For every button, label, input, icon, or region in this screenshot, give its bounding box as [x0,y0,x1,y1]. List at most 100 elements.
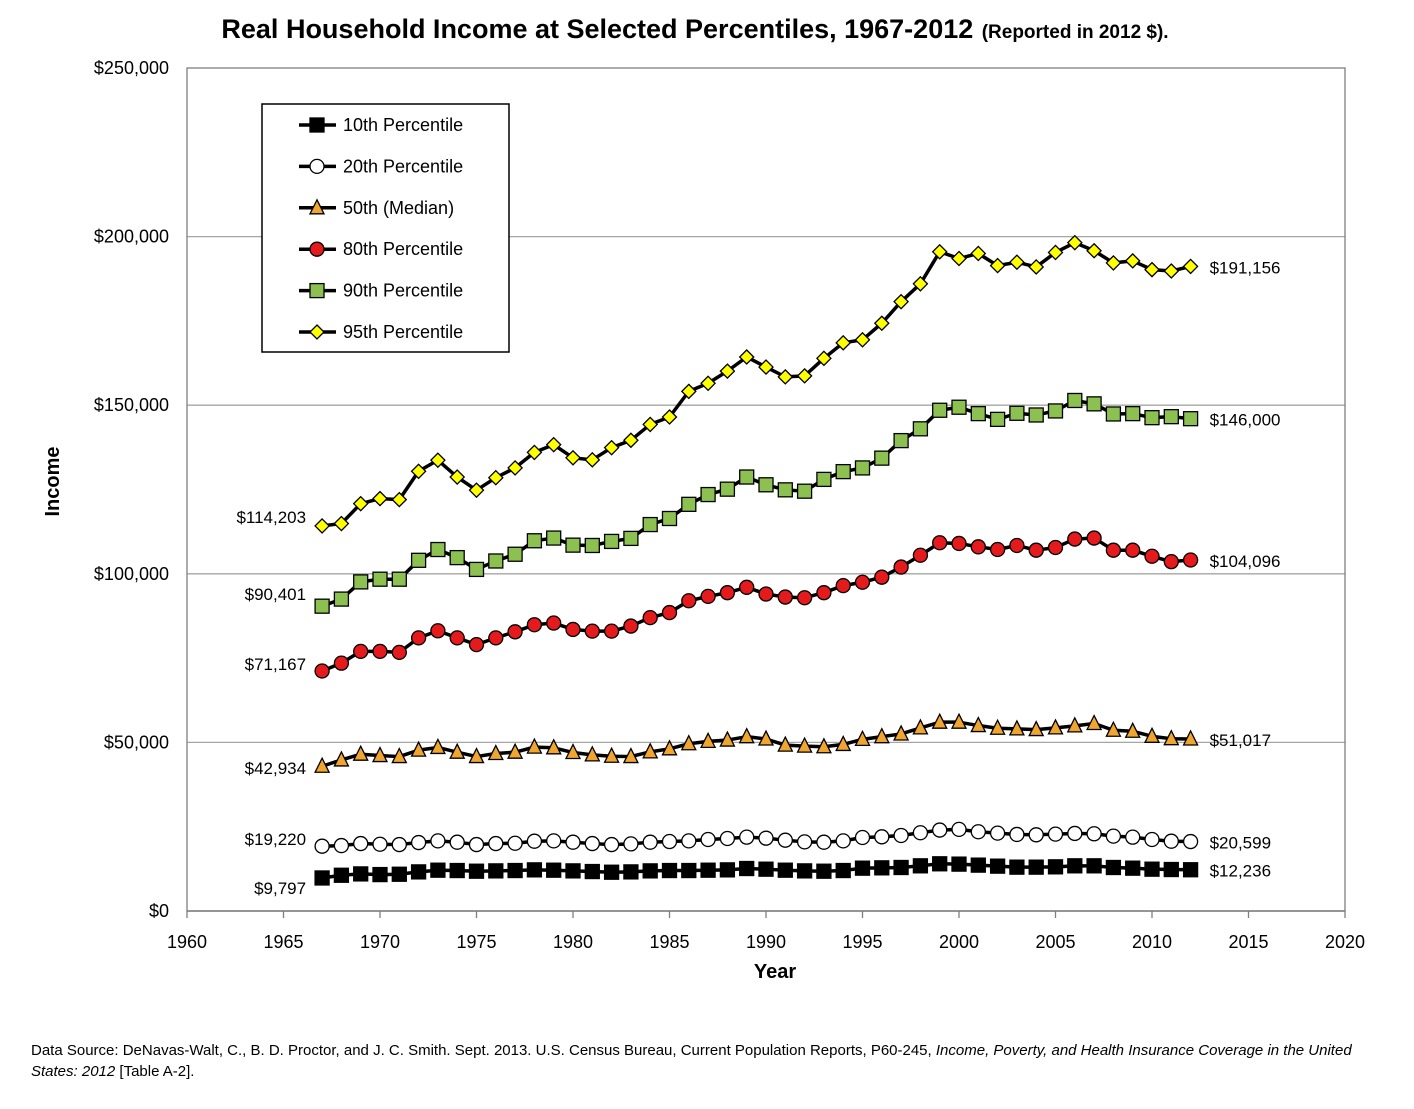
data-point [314,838,330,854]
data-point [430,623,446,639]
data-point [352,495,369,512]
series-line [321,398,1191,608]
x-tick-label: 1995 [842,932,882,952]
data-point [314,756,331,773]
data-point [719,585,736,601]
series-20th-percentile: $19,220 $20,599 [245,821,1271,854]
data-point [739,579,755,595]
data-point [951,535,967,552]
data-point [970,824,986,840]
data-point [970,245,987,262]
data-point [758,586,774,602]
data-point [951,399,967,415]
series-start-label: $19,220 [245,830,306,849]
x-tick-label: 2015 [1228,932,1268,952]
legend-marker [309,324,325,340]
data-point [681,593,697,609]
data-point [796,367,813,384]
data-point [1086,242,1103,259]
data-point [758,830,774,846]
data-point [681,496,697,512]
data-point [989,825,1006,841]
series-10th-percentile: $9,797 $12,236 [254,856,1271,898]
data-point [488,630,504,646]
data-point [1182,729,1199,746]
data-point [931,243,948,260]
data-point [873,727,890,744]
data-point [565,863,581,879]
data-point [449,630,465,646]
data-point [1163,861,1179,878]
data-point [642,609,658,626]
data-point [816,471,832,488]
chart-title: Real Household Income at Selected Percen… [0,14,1390,45]
legend-item: 10th Percentile [299,115,463,135]
series-end-label: $12,236 [1210,862,1271,881]
data-point [1105,859,1122,876]
data-point [372,866,388,883]
legend-label: 50th (Median) [343,198,454,218]
data-point [487,744,504,761]
data-point [816,585,832,601]
data-point [1067,531,1083,547]
data-point [565,537,581,553]
data-point [681,833,697,849]
data-point [603,623,620,639]
data-point [758,861,774,877]
legend-marker [309,241,325,257]
data-point [488,863,504,879]
series-end-label: $191,156 [1210,258,1281,277]
data-point [1163,263,1180,279]
data-point [700,486,716,503]
data-point [835,334,852,351]
data-point [970,405,986,422]
data-point [912,825,929,841]
data-point [391,491,408,508]
data-point [1105,254,1122,271]
data-point [1144,861,1160,877]
series-line [322,827,1191,848]
data-point [449,549,465,566]
data-point [1143,726,1161,743]
data-point [854,460,871,476]
data-point [893,432,909,449]
data-point [777,368,794,385]
data-point [1086,858,1102,874]
data-point [1086,714,1103,731]
data-point [410,740,427,757]
data-point [739,860,755,877]
x-tick-label: 1990 [746,932,786,952]
data-point [1009,537,1025,554]
legend-label: 90th Percentile [343,281,463,301]
data-point [546,833,562,849]
data-point [835,833,851,849]
data-point [1105,542,1122,558]
x-tick-label: 2005 [1035,932,1075,952]
source-suffix: [Table A-2]. [119,1063,195,1080]
data-point [584,537,600,554]
legend-label: 80th Percentile [343,239,463,259]
data-point [854,574,871,590]
legend-item: 50th (Median) [299,198,454,218]
data-point [1125,860,1141,876]
y-tick-label: $0 [149,901,169,921]
data-point [1105,828,1122,844]
data-point [893,859,909,876]
data-point [932,856,948,872]
data-point [1105,720,1122,737]
data-point [333,591,350,607]
series-90th-percentile: $90,401 $146,000 [245,392,1281,614]
data-point [661,510,678,527]
data-point [488,835,504,852]
data-point [1047,859,1064,875]
data-point [757,729,775,746]
data-point [1125,405,1141,422]
data-point [893,559,909,575]
data-point [603,864,620,880]
data-point [507,742,524,759]
data-point [642,863,658,879]
legend-box [261,103,510,353]
data-point [584,835,600,852]
